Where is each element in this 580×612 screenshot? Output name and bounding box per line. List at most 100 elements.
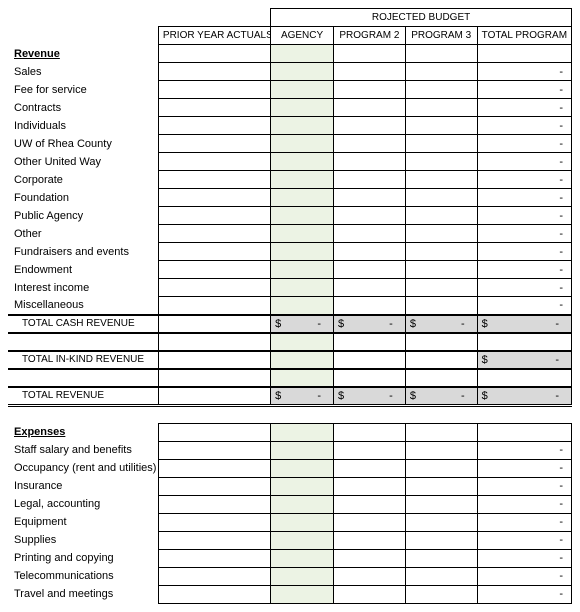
prior-cell	[158, 297, 270, 315]
table-row: Interest income -	[8, 279, 572, 297]
total-cell: -	[477, 225, 571, 243]
program3-cell	[405, 441, 477, 459]
total-cell: -	[477, 279, 571, 297]
program3-cell	[405, 513, 477, 531]
prior-cell	[158, 459, 270, 477]
agency-cell	[271, 261, 334, 279]
table-row: Telecommunications-	[8, 567, 572, 585]
revenue-row-label: Foundation	[8, 189, 158, 207]
program3-cell	[405, 189, 477, 207]
program2-cell	[333, 495, 405, 513]
prior-cell	[158, 153, 270, 171]
total-cell: -	[477, 153, 571, 171]
program2-cell	[333, 153, 405, 171]
total-cell: -	[477, 567, 571, 585]
total-cell: -	[477, 477, 571, 495]
total-cell: -	[477, 297, 571, 315]
total-cell: -	[477, 189, 571, 207]
expense-row-label: Equipment	[8, 513, 158, 531]
tcr-p3: $-	[405, 315, 477, 333]
program3-cell	[405, 531, 477, 549]
prior-cell	[158, 549, 270, 567]
blank-row-1	[8, 333, 572, 351]
total-inkind-label: TOTAL IN-KIND REVENUE	[8, 351, 158, 369]
table-row: Fee for service-	[8, 81, 572, 99]
prior-cell	[158, 225, 270, 243]
program2-cell	[333, 477, 405, 495]
agency-header: AGENCY	[271, 27, 334, 45]
prior-cell	[158, 99, 270, 117]
agency-cell	[271, 99, 334, 117]
prior-cell	[158, 135, 270, 153]
total-cell: -	[477, 441, 571, 459]
expense-row-label: Legal, accounting	[8, 495, 158, 513]
prior-cell	[158, 171, 270, 189]
table-row: UW of Rhea County-	[8, 135, 572, 153]
agency-cell	[271, 513, 334, 531]
expense-row-label: Staff salary and benefits	[8, 441, 158, 459]
program2-cell	[333, 99, 405, 117]
revenue-row-label: Other	[8, 225, 158, 243]
agency-cell	[271, 207, 334, 225]
program2-cell	[333, 63, 405, 81]
program2-cell	[333, 81, 405, 99]
program2-cell	[333, 261, 405, 279]
program2-cell	[333, 171, 405, 189]
total-inkind-revenue-row: TOTAL IN-KIND REVENUE $-	[8, 351, 572, 369]
program2-cell	[333, 243, 405, 261]
tcr-p2: $-	[333, 315, 405, 333]
table-row: Miscellaneous -	[8, 297, 572, 315]
total-cell: -	[477, 81, 571, 99]
prior-cell	[158, 63, 270, 81]
agency-cell	[271, 459, 334, 477]
program3-cell	[405, 63, 477, 81]
budget-table: ROJECTED BUDGET PRIOR YEAR ACTUALS AGENC…	[8, 8, 572, 604]
program2-cell	[333, 279, 405, 297]
expense-row-label: Supplies	[8, 531, 158, 549]
program3-cell	[405, 171, 477, 189]
agency-cell	[271, 477, 334, 495]
projected-budget-header: ROJECTED BUDGET	[271, 9, 572, 27]
table-row: Contracts -	[8, 99, 572, 117]
program3-cell	[405, 585, 477, 603]
program3-cell	[405, 567, 477, 585]
program2-cell	[333, 441, 405, 459]
total-cash-revenue-row: TOTAL CASH REVENUE $- $- $- $-	[8, 315, 572, 333]
agency-cell	[271, 279, 334, 297]
revenue-row-label: Contracts	[8, 99, 158, 117]
prior-cell	[158, 189, 270, 207]
program2-cell	[333, 531, 405, 549]
expenses-heading: Expenses	[8, 423, 158, 441]
program2-cell	[333, 225, 405, 243]
total-cell: -	[477, 261, 571, 279]
revenue-row-label: Individuals	[8, 117, 158, 135]
table-row: Corporate-	[8, 171, 572, 189]
agency-cell	[271, 81, 334, 99]
tr-total: $-	[477, 387, 571, 406]
total-cell: -	[477, 99, 571, 117]
program3-cell	[405, 261, 477, 279]
total-cell: -	[477, 135, 571, 153]
revenue-row-label: Miscellaneous	[8, 297, 158, 315]
blank-row-2	[8, 369, 572, 387]
revenue-heading: Revenue	[8, 45, 158, 63]
table-row: Endowment-	[8, 261, 572, 279]
prior-cell	[158, 567, 270, 585]
program3-cell	[405, 495, 477, 513]
revenue-row-label: Other United Way	[8, 153, 158, 171]
agency-cell	[271, 225, 334, 243]
program2-cell	[333, 567, 405, 585]
tik-total: $-	[477, 351, 571, 369]
table-row: Equipment-	[8, 513, 572, 531]
agency-cell	[271, 531, 334, 549]
prior-cell	[158, 585, 270, 603]
program2-cell	[333, 135, 405, 153]
prior-cell	[158, 261, 270, 279]
program3-header: PROGRAM 3	[405, 27, 477, 45]
revenue-section: Revenue	[8, 45, 572, 63]
revenue-row-label: Interest income	[8, 279, 158, 297]
expenses-section: Expenses	[8, 423, 572, 441]
header-row-1: ROJECTED BUDGET	[8, 9, 572, 27]
table-row: Other -	[8, 225, 572, 243]
program3-cell	[405, 225, 477, 243]
